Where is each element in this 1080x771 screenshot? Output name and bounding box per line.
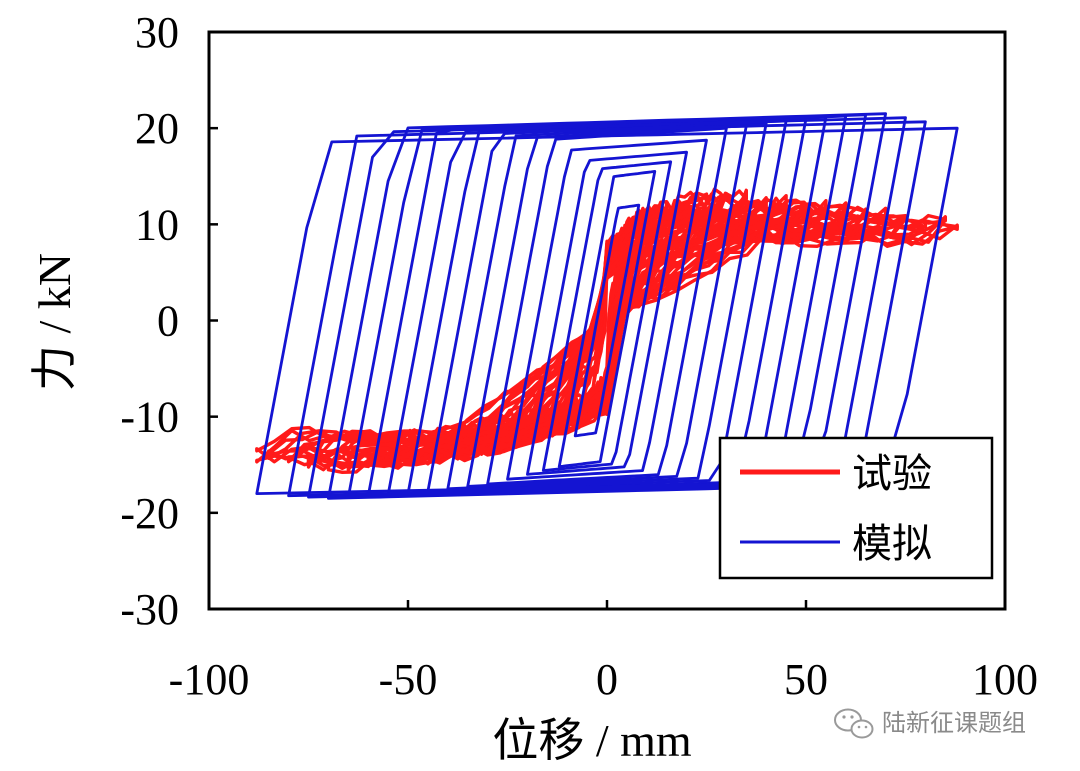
y-tick-label: -30 — [120, 585, 179, 634]
series-layer — [255, 112, 959, 500]
y-tick-label: 0 — [157, 297, 179, 346]
y-tick-label: -20 — [120, 489, 179, 538]
simulation-loop — [307, 116, 907, 499]
series-simulation — [255, 112, 959, 500]
watermark: 陆新征课题组 — [834, 708, 1026, 739]
simulation-loop — [526, 150, 688, 476]
simulation-loop — [557, 170, 657, 469]
x-tick-label: -50 — [379, 655, 438, 704]
simulation-loop — [541, 160, 673, 472]
watermark-text: 陆新征课题组 — [882, 709, 1026, 737]
test-loop — [255, 220, 959, 464]
y-tick-label: 30 — [135, 8, 179, 57]
simulation-loop — [506, 138, 708, 481]
legend: 试验 模拟 — [718, 436, 994, 580]
x-axis-title: 位移 / mm — [492, 715, 692, 766]
x-tick-label: 100 — [972, 655, 1038, 704]
y-tick-label: 20 — [135, 104, 179, 153]
legend-box — [718, 436, 994, 580]
x-tick-label: -100 — [169, 655, 250, 704]
x-tick-label: 50 — [784, 655, 828, 704]
simulation-loop — [255, 126, 959, 495]
simulation-loop — [327, 112, 887, 500]
y-tick-label: 10 — [135, 200, 179, 249]
legend-label-simulation: 模拟 — [852, 521, 932, 567]
y-axis-title: 力 / kN — [29, 253, 80, 391]
wechat-icon — [834, 708, 874, 739]
simulation-loop — [446, 122, 768, 491]
test-loop — [505, 192, 709, 436]
simulation-loop — [573, 203, 641, 438]
y-tick-label: -10 — [120, 393, 179, 442]
legend-label-test: 试验 — [852, 451, 932, 497]
x-tick-label: 0 — [596, 655, 618, 704]
simulation-loop — [287, 120, 927, 498]
